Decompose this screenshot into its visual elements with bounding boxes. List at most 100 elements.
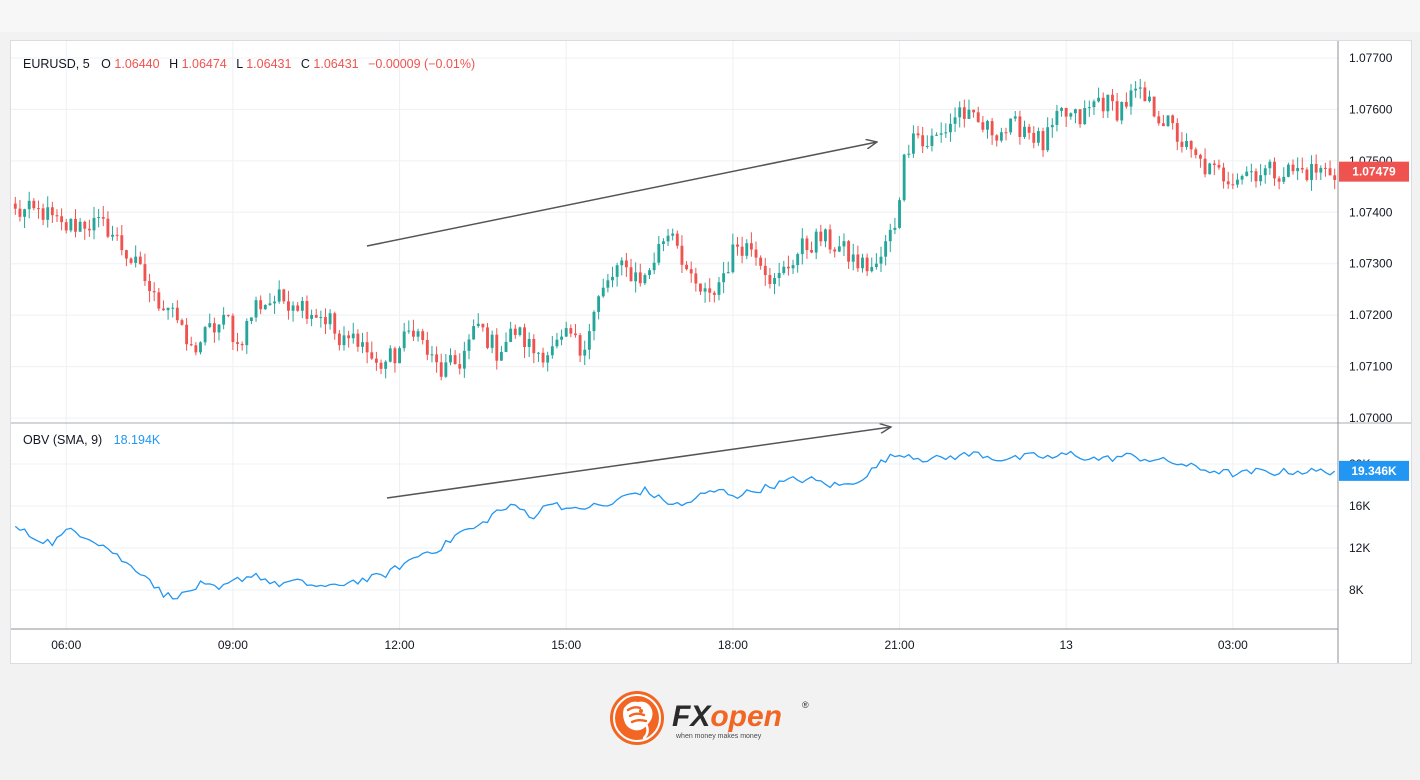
obv-last-value-label: 19.346K — [1351, 464, 1397, 478]
candle — [217, 323, 221, 341]
chart-card: 1.07700 1.07600 1.07500 1.07400 1.07300 1.072… — [10, 40, 1412, 664]
candle — [536, 351, 540, 363]
candle — [1124, 92, 1128, 109]
candle — [1208, 162, 1212, 175]
candle — [1083, 100, 1087, 125]
logo-open: open — [710, 700, 782, 733]
candle — [958, 101, 962, 128]
candle — [407, 320, 411, 334]
candle — [661, 238, 665, 252]
candle — [462, 341, 466, 378]
obv-legend[interactable]: OBV (SMA, 9) 18.194K — [23, 433, 161, 447]
candle — [379, 359, 383, 375]
candle — [199, 341, 202, 355]
candle — [296, 302, 300, 312]
candle — [587, 323, 591, 360]
candle — [583, 340, 587, 366]
price-axis[interactable]: 1.077001.076001.075001.074001.073001.072… — [1349, 51, 1393, 425]
top-band — [0, 0, 1420, 32]
candle — [231, 313, 235, 351]
candle — [486, 323, 489, 350]
candle — [1212, 160, 1216, 176]
candle — [435, 346, 439, 373]
candle — [1296, 157, 1300, 181]
candle — [736, 236, 739, 256]
candle — [60, 208, 64, 231]
candle — [1333, 168, 1337, 190]
candle — [949, 113, 952, 142]
candle — [55, 209, 59, 222]
candle — [962, 99, 966, 128]
candle — [1198, 153, 1202, 168]
candle — [115, 227, 119, 241]
candle — [162, 300, 165, 311]
obv-tick-label: 16K — [1349, 499, 1370, 513]
candle — [189, 336, 193, 347]
candle — [509, 321, 513, 343]
time-tick-label: 15:00 — [551, 638, 581, 652]
candle — [430, 345, 434, 363]
candle — [861, 253, 864, 273]
fxopen-logo[interactable]: FXopen ® when money makes money — [608, 688, 818, 748]
obv-line — [14, 450, 1336, 600]
candle — [898, 197, 901, 229]
candle — [722, 262, 726, 294]
candle — [888, 223, 892, 253]
candle — [768, 267, 772, 289]
candle — [1291, 159, 1295, 175]
legend-high-label: H — [169, 57, 178, 71]
price-legend[interactable]: EURUSD, 5 O 1.06440 H 1.06474 L 1.06431 … — [23, 57, 475, 71]
candle — [1023, 120, 1026, 139]
candle — [222, 307, 226, 330]
candle — [64, 218, 68, 234]
candle — [1305, 167, 1309, 182]
candle — [226, 314, 230, 318]
candle — [800, 228, 804, 265]
candle — [893, 217, 897, 235]
candle — [805, 235, 809, 259]
candle — [921, 126, 925, 154]
logo-wordmark: FXopen — [672, 700, 782, 733]
candle — [421, 328, 425, 345]
candle — [27, 191, 31, 219]
candle — [1009, 118, 1013, 135]
candle — [638, 263, 642, 287]
candle — [1226, 171, 1230, 189]
candle — [1064, 107, 1068, 127]
candle — [504, 332, 508, 353]
candle — [87, 219, 91, 237]
obv-last-value-badge: 19.346K — [1339, 460, 1409, 481]
candle — [1120, 101, 1124, 125]
candle — [911, 125, 915, 158]
price-tick-label: 1.07000 — [1349, 411, 1393, 425]
candle — [513, 324, 517, 339]
obv-trend-arrow[interactable] — [386, 427, 891, 499]
candle — [1092, 99, 1096, 115]
candle — [50, 201, 54, 223]
candle — [1041, 127, 1045, 157]
candle — [106, 211, 110, 239]
time-axis[interactable]: 06:00 09:00 12:00 15:00 18:00 21:00 13 03:00 — [51, 638, 1248, 652]
candle — [726, 261, 730, 274]
legend-close-label: C — [301, 57, 310, 71]
candle — [574, 324, 577, 338]
candle — [712, 290, 716, 303]
candle — [796, 252, 800, 273]
candle — [1185, 133, 1188, 150]
candle — [643, 273, 647, 285]
price-trend-arrow[interactable] — [366, 142, 877, 247]
candle — [986, 119, 989, 139]
candle — [615, 262, 619, 287]
candle — [837, 235, 841, 253]
candle — [310, 309, 314, 327]
candle — [324, 308, 327, 335]
candle — [495, 328, 499, 370]
grid-lines — [11, 41, 1338, 629]
candle — [1180, 132, 1184, 153]
legend-open-label: O — [101, 57, 111, 71]
candle — [879, 246, 883, 272]
candle — [120, 224, 124, 256]
candle — [287, 290, 290, 320]
candle — [629, 258, 633, 282]
legend-close-value: 1.06431 — [313, 57, 358, 71]
